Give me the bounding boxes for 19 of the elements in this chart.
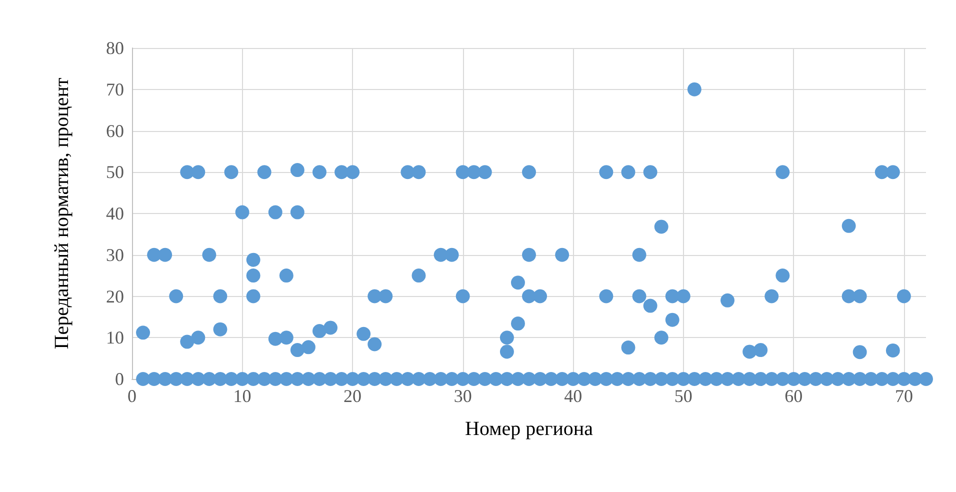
x-tick-label: 20 — [344, 386, 362, 406]
y-tick-label: 10 — [106, 328, 124, 348]
y-tick-label: 50 — [106, 162, 124, 182]
y-axis-title: Переданный норматив, процент — [51, 78, 73, 350]
y-tick-label: 40 — [106, 204, 124, 224]
x-tick-label: 30 — [454, 386, 472, 406]
x-tick-label: 60 — [784, 386, 803, 406]
x-axis-title: Номер региона — [465, 418, 594, 440]
x-tick-label: 50 — [674, 386, 692, 406]
y-tick-label: 0 — [115, 369, 124, 389]
x-tick-label: 10 — [233, 386, 252, 406]
y-tick-label: 80 — [106, 38, 124, 58]
y-tick-label: 60 — [106, 120, 124, 141]
x-tick-label: 40 — [564, 386, 582, 406]
y-tick-label: 70 — [106, 79, 124, 100]
x-tick-label: 0 — [128, 386, 136, 406]
y-tick-label: 20 — [106, 286, 124, 306]
y-tick-label: 30 — [106, 244, 124, 265]
x-tick-label: 70 — [894, 386, 913, 406]
